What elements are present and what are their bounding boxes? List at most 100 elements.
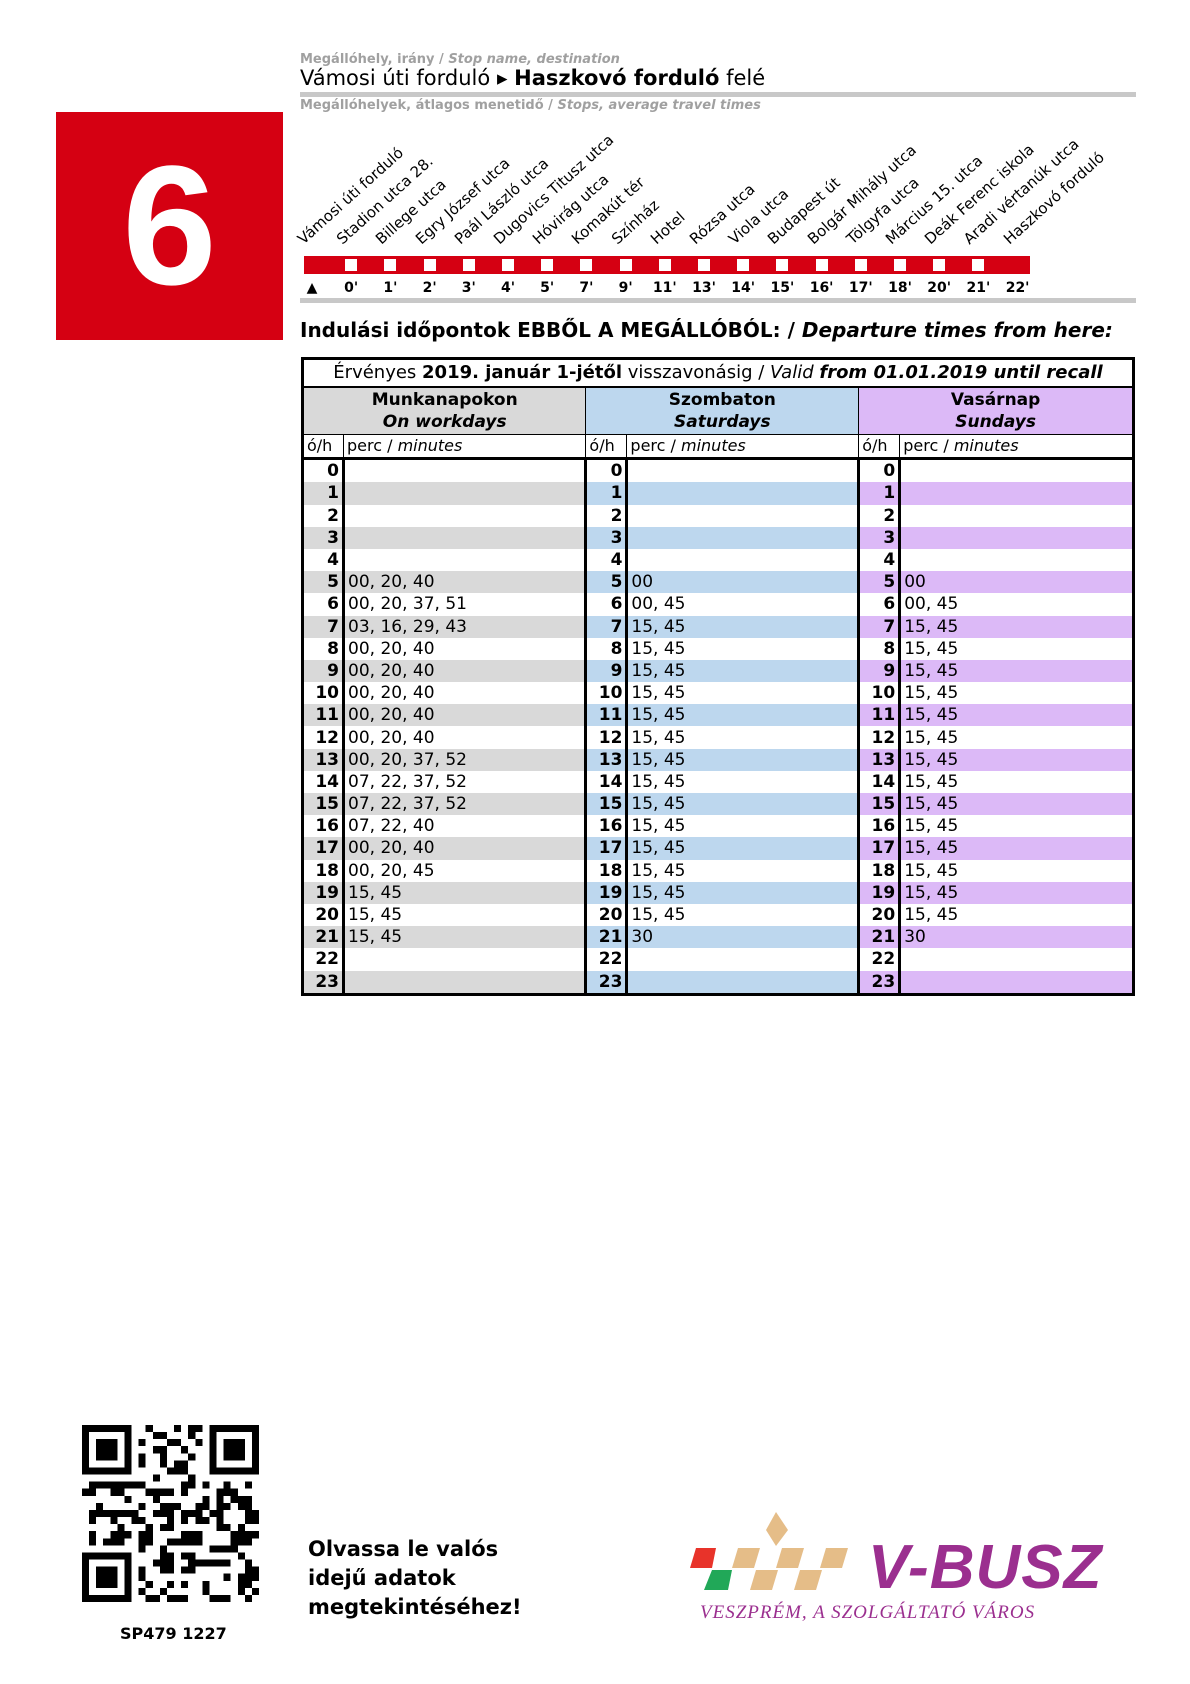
stop-marker: [577, 256, 596, 274]
hour-cell: 2: [302, 504, 345, 527]
workdays-minutes: 00, 20, 40: [343, 837, 588, 860]
hour-cell: 20: [585, 903, 629, 927]
hour-cell: 22: [858, 948, 902, 971]
workdays-minutes: 07, 22, 40: [343, 815, 588, 838]
sundays-minutes: [899, 970, 1135, 995]
table-row: 2 2 2: [302, 504, 1135, 527]
hour-cell: 20: [302, 903, 345, 927]
poster-code: SP479 1227: [120, 1624, 227, 1643]
hour-cell: 22: [585, 948, 629, 971]
hour-cell: 4: [302, 548, 345, 572]
qr-caption: Olvassa le valós idejű adatok megtekintésé…: [308, 1537, 522, 1619]
sundays-minutes: [899, 548, 1135, 572]
hour-cell: 4: [858, 548, 902, 572]
travel-time: 5': [540, 280, 555, 296]
table-row: 1 1 1: [302, 482, 1135, 505]
hour-cell: 7: [585, 615, 629, 638]
header-workdays: Munkanapokon On workdays: [301, 386, 587, 435]
hour-col-header: ó/h: [302, 433, 344, 461]
stops-label: Megállóhelyek, átlagos menetidő / Stops,…: [300, 98, 761, 113]
hour-cell: 12: [585, 726, 629, 749]
stop-marker: [538, 256, 557, 274]
saturdays-minutes: [626, 482, 861, 505]
hour-col-header: ó/h: [585, 433, 628, 461]
hour-cell: 3: [585, 526, 629, 549]
hour-cell: 18: [302, 859, 345, 882]
hour-cell: 15: [858, 793, 902, 816]
table-row: 10 00, 20, 40 10 15, 45 10 15, 45: [302, 682, 1135, 705]
hour-cell: 23: [858, 970, 902, 995]
travel-time: 14': [731, 280, 756, 296]
workdays-minutes: 00, 20, 40: [343, 637, 588, 660]
travel-time: 18': [888, 280, 912, 296]
table-row: 0 0 0: [302, 458, 1135, 483]
travel-time: 3': [461, 280, 476, 296]
qr-code: [82, 1425, 259, 1602]
hour-cell: 13: [858, 748, 902, 771]
travel-time: 20': [927, 280, 952, 296]
hour-cell: 20: [858, 903, 902, 927]
stop-marker: [342, 256, 361, 274]
saturdays-minutes: [626, 526, 861, 549]
hour-cell: 9: [302, 659, 345, 683]
hour-cell: 0: [585, 458, 629, 483]
hour-cell: 6: [302, 593, 345, 616]
sundays-minutes: 15, 45: [899, 793, 1135, 816]
hour-cell: 10: [302, 682, 345, 705]
travel-time: 13': [692, 280, 716, 296]
hour-cell: 14: [858, 770, 902, 793]
sundays-minutes: 15, 45: [899, 748, 1135, 771]
workdays-minutes: [343, 504, 588, 527]
travel-time: 22': [1005, 280, 1030, 296]
sundays-minutes: 15, 45: [899, 837, 1135, 860]
stop-marker: [930, 256, 949, 274]
saturdays-minutes: 15, 45: [626, 859, 861, 882]
hour-cell: 6: [858, 593, 902, 616]
saturdays-minutes: 15, 45: [626, 793, 861, 816]
saturdays-minutes: 15, 45: [626, 903, 861, 927]
hour-cell: 14: [585, 770, 629, 793]
stop-marker: [381, 256, 400, 274]
hour-cell: 22: [302, 948, 345, 971]
hour-cell: 17: [585, 837, 629, 860]
table-row: 17 00, 20, 40 17 15, 45 17 15, 45: [302, 837, 1135, 860]
table-row: 16 07, 22, 40 16 15, 45 16 15, 45: [302, 815, 1135, 838]
logo-name: V-BUSZ: [868, 1533, 1103, 1602]
travel-time: 15': [770, 280, 795, 296]
stop-marker: [773, 256, 792, 274]
sundays-minutes: 15, 45: [899, 770, 1135, 793]
travel-time: 0': [344, 280, 359, 296]
stop-marker: [695, 256, 713, 274]
table-row: 9 00, 20, 40 9 15, 45 9 15, 45: [302, 659, 1135, 683]
workdays-minutes: 00, 20, 40: [343, 659, 588, 683]
travel-time: 7': [579, 280, 594, 296]
hour-cell: 11: [585, 704, 629, 727]
table-row: 12 00, 20, 40 12 15, 45 12 15, 45: [302, 726, 1135, 749]
workdays-minutes: [343, 458, 588, 483]
departures-heading: Indulási időpontok EBBŐL A MEGÁLLÓBÓL: /…: [300, 318, 1113, 342]
sundays-minutes: 00: [899, 571, 1135, 594]
travel-time: 17': [848, 280, 873, 296]
saturdays-minutes: 15, 45: [626, 748, 861, 771]
saturdays-minutes: [626, 504, 861, 527]
hour-cell: 3: [858, 526, 902, 549]
hour-cell: 1: [585, 482, 629, 505]
minutes-col-header: perc / minutes: [899, 433, 1134, 461]
travel-time: 11': [652, 280, 677, 296]
workdays-minutes: 00, 20, 37, 52: [343, 748, 588, 771]
workdays-minutes: [343, 948, 588, 971]
hour-cell: 3: [302, 526, 345, 549]
hour-cell: 21: [302, 926, 345, 949]
saturdays-minutes: 15, 45: [626, 637, 861, 660]
saturdays-minutes: [626, 548, 861, 572]
hour-cell: 5: [302, 571, 345, 594]
hour-cell: 18: [585, 859, 629, 882]
saturdays-minutes: [626, 970, 861, 995]
sundays-minutes: [899, 504, 1135, 527]
saturdays-minutes: 00: [626, 571, 861, 594]
hour-cell: 19: [585, 881, 629, 904]
travel-time: 16': [809, 280, 834, 296]
workdays-minutes: [343, 548, 588, 572]
hour-cell: 6: [585, 593, 629, 616]
